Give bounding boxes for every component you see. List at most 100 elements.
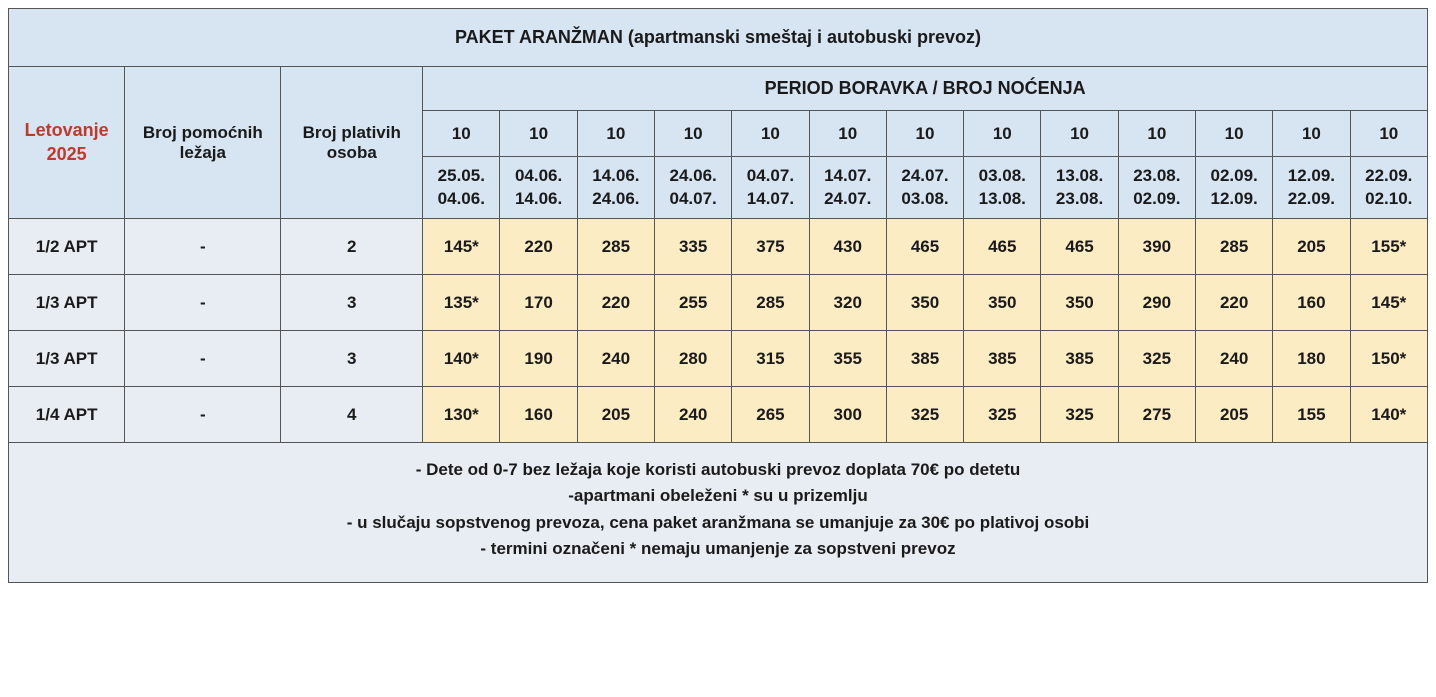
table-row: 1/4 APT-4130*160205240265300325325325275… (9, 387, 1428, 443)
price-cell: 465 (1041, 219, 1118, 275)
price-cell: 145* (423, 219, 500, 275)
price-cell: 385 (886, 331, 963, 387)
pricing-table: PAKET ARANŽMAN (apartmanski smeštaj i au… (8, 8, 1428, 583)
nights-cell: 10 (577, 111, 654, 157)
date-cell: 03.08.13.08. (964, 157, 1041, 219)
nights-cell: 10 (423, 111, 500, 157)
price-cell: 240 (1195, 331, 1272, 387)
nights-cell: 10 (1273, 111, 1350, 157)
apt-type-cell: 1/3 APT (9, 275, 125, 331)
note-line: -apartmani obeleženi * su u prizemlju (568, 486, 867, 505)
price-cell: 335 (655, 219, 732, 275)
persons-cell: 3 (281, 331, 423, 387)
apt-type-cell: 1/2 APT (9, 219, 125, 275)
price-cell: 160 (1273, 275, 1350, 331)
price-cell: 320 (809, 275, 886, 331)
aux-beds-cell: - (125, 275, 281, 331)
nights-cell: 10 (655, 111, 732, 157)
year-label-2: 2025 (47, 144, 87, 164)
price-cell: 350 (1041, 275, 1118, 331)
price-cell: 350 (964, 275, 1041, 331)
price-cell: 240 (577, 331, 654, 387)
price-cell: 155* (1350, 219, 1427, 275)
nights-cell: 10 (1195, 111, 1272, 157)
note-line: - u slučaju sopstvenog prevoza, cena pak… (347, 513, 1090, 532)
year-header: Letovanje 2025 (9, 67, 125, 219)
aux-beds-cell: - (125, 331, 281, 387)
date-cell: 23.08.02.09. (1118, 157, 1195, 219)
persons-header: Broj plativih osoba (281, 67, 423, 219)
price-cell: 325 (1118, 331, 1195, 387)
aux-beds-cell: - (125, 219, 281, 275)
notes-cell: - Dete od 0-7 bez ležaja koje koristi au… (9, 443, 1428, 583)
date-cell: 25.05.04.06. (423, 157, 500, 219)
table-title: PAKET ARANŽMAN (apartmanski smeštaj i au… (9, 9, 1428, 67)
price-cell: 325 (886, 387, 963, 443)
price-cell: 275 (1118, 387, 1195, 443)
price-cell: 220 (1195, 275, 1272, 331)
price-cell: 300 (809, 387, 886, 443)
price-cell: 325 (964, 387, 1041, 443)
note-line: - termini označeni * nemaju umanjenje za… (480, 539, 955, 558)
date-cell: 02.09.12.09. (1195, 157, 1272, 219)
price-cell: 150* (1350, 331, 1427, 387)
price-cell: 350 (886, 275, 963, 331)
price-cell: 240 (655, 387, 732, 443)
date-cell: 14.06.24.06. (577, 157, 654, 219)
price-cell: 290 (1118, 275, 1195, 331)
table-row: 1/2 APT-2145*220285335375430465465465390… (9, 219, 1428, 275)
apt-type-cell: 1/3 APT (9, 331, 125, 387)
price-cell: 285 (732, 275, 809, 331)
price-cell: 135* (423, 275, 500, 331)
nights-cell: 10 (809, 111, 886, 157)
price-cell: 190 (500, 331, 577, 387)
price-cell: 205 (577, 387, 654, 443)
nights-cell: 10 (964, 111, 1041, 157)
price-cell: 315 (732, 331, 809, 387)
price-cell: 170 (500, 275, 577, 331)
nights-cell: 10 (886, 111, 963, 157)
aux-beds-cell: - (125, 387, 281, 443)
nights-cell: 10 (500, 111, 577, 157)
price-cell: 465 (886, 219, 963, 275)
price-cell: 375 (732, 219, 809, 275)
nights-cell: 10 (1118, 111, 1195, 157)
date-cell: 22.09.02.10. (1350, 157, 1427, 219)
price-cell: 430 (809, 219, 886, 275)
persons-cell: 3 (281, 275, 423, 331)
price-cell: 465 (964, 219, 1041, 275)
price-cell: 255 (655, 275, 732, 331)
price-cell: 155 (1273, 387, 1350, 443)
price-cell: 140* (423, 331, 500, 387)
price-cell: 140* (1350, 387, 1427, 443)
price-cell: 355 (809, 331, 886, 387)
year-label-1: Letovanje (25, 120, 109, 140)
date-cell: 12.09.22.09. (1273, 157, 1350, 219)
nights-cell: 10 (1350, 111, 1427, 157)
price-cell: 145* (1350, 275, 1427, 331)
apt-type-cell: 1/4 APT (9, 387, 125, 443)
aux-beds-header: Broj pomoćnih ležaja (125, 67, 281, 219)
price-cell: 205 (1273, 219, 1350, 275)
persons-cell: 2 (281, 219, 423, 275)
date-cell: 13.08.23.08. (1041, 157, 1118, 219)
price-cell: 390 (1118, 219, 1195, 275)
note-line: - Dete od 0-7 bez ležaja koje koristi au… (416, 460, 1021, 479)
price-cell: 385 (964, 331, 1041, 387)
date-cell: 04.07.14.07. (732, 157, 809, 219)
date-cell: 14.07.24.07. (809, 157, 886, 219)
price-cell: 265 (732, 387, 809, 443)
price-cell: 160 (500, 387, 577, 443)
price-cell: 130* (423, 387, 500, 443)
price-cell: 220 (500, 219, 577, 275)
table-row: 1/3 APT-3140*190240280315355385385385325… (9, 331, 1428, 387)
price-cell: 220 (577, 275, 654, 331)
price-cell: 180 (1273, 331, 1350, 387)
table-row: 1/3 APT-3135*170220255285320350350350290… (9, 275, 1428, 331)
date-cell: 24.07.03.08. (886, 157, 963, 219)
persons-cell: 4 (281, 387, 423, 443)
period-header: PERIOD BORAVKA / BROJ NOĆENJA (423, 67, 1428, 111)
nights-cell: 10 (1041, 111, 1118, 157)
price-cell: 285 (1195, 219, 1272, 275)
price-cell: 280 (655, 331, 732, 387)
